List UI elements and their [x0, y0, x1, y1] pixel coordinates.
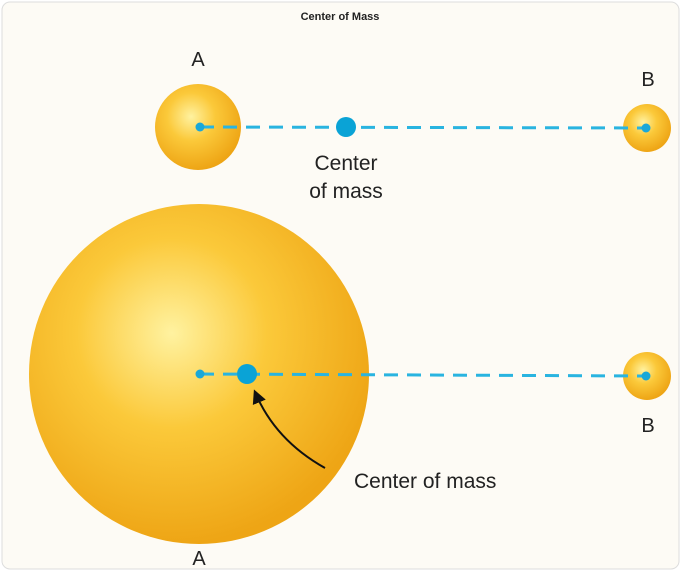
- center-label: of mass: [309, 180, 383, 203]
- center-b: [641, 371, 651, 381]
- center-label: Center of mass: [354, 470, 496, 493]
- label-b: B: [641, 415, 654, 437]
- center-b: [641, 123, 651, 133]
- arrow: [252, 389, 326, 469]
- connector: [199, 125, 647, 130]
- label-b: B: [641, 69, 654, 91]
- label-a: A: [191, 49, 205, 71]
- title: Center of Mass: [301, 11, 380, 23]
- center-of-mass: [336, 117, 356, 137]
- center-a: [195, 122, 205, 132]
- center-of-mass: [237, 364, 257, 384]
- center-label: Center: [314, 152, 377, 175]
- connector: [199, 372, 647, 378]
- label-a: A: [192, 548, 206, 570]
- center-a: [195, 369, 205, 379]
